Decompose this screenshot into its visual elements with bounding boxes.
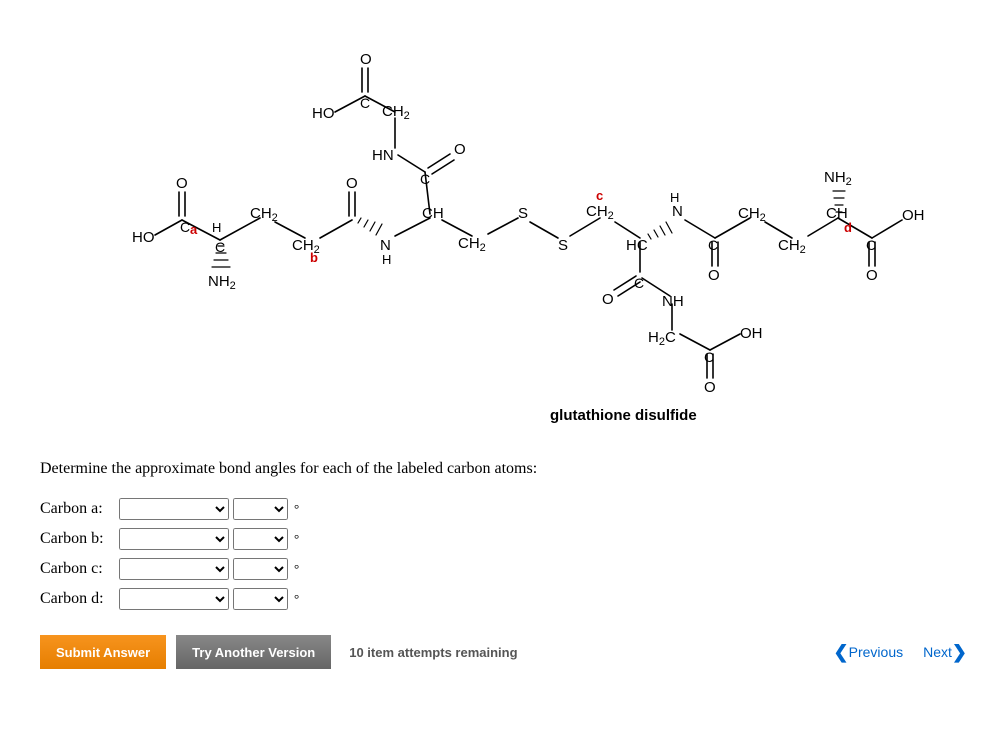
svg-text:CH: CH bbox=[422, 205, 444, 222]
carbon-c-select-1[interactable] bbox=[119, 558, 229, 580]
svg-text:HC: HC bbox=[626, 237, 648, 254]
svg-text:C: C bbox=[708, 237, 718, 253]
chevron-right-icon: ❯ bbox=[952, 642, 967, 663]
carbon-b-label: Carbon b: bbox=[40, 530, 115, 548]
next-link[interactable]: Next ❯ bbox=[923, 642, 967, 663]
previous-label: Previous bbox=[849, 644, 903, 660]
degree-symbol: ° bbox=[294, 561, 299, 576]
carbon-d-label: Carbon d: bbox=[40, 590, 115, 608]
svg-text:OH: OH bbox=[902, 207, 925, 224]
carbon-c-label: Carbon c: bbox=[40, 560, 115, 578]
svg-text:H: H bbox=[212, 220, 221, 235]
label-d: d bbox=[844, 220, 852, 235]
carbon-b-row: Carbon b: ° bbox=[40, 528, 967, 550]
svg-text:C: C bbox=[634, 275, 644, 291]
label-b: b bbox=[310, 250, 318, 265]
carbon-a-label: Carbon a: bbox=[40, 500, 115, 518]
svg-text:O: O bbox=[176, 175, 188, 192]
previous-link[interactable]: ❮ Previous bbox=[834, 642, 904, 663]
degree-symbol: ° bbox=[294, 501, 299, 516]
svg-text:C: C bbox=[180, 219, 190, 235]
svg-text:O: O bbox=[360, 51, 372, 68]
svg-text:OH: OH bbox=[740, 325, 763, 342]
svg-text:H: H bbox=[382, 252, 391, 267]
svg-text:O: O bbox=[346, 175, 358, 192]
svg-text:HO: HO bbox=[132, 229, 155, 246]
button-bar: Submit Answer Try Another Version 10 ite… bbox=[40, 635, 967, 669]
svg-text:N: N bbox=[672, 203, 683, 220]
carbon-c-select-2[interactable] bbox=[233, 558, 288, 580]
svg-text:C: C bbox=[420, 171, 430, 187]
svg-text:S: S bbox=[558, 237, 568, 254]
svg-text:C: C bbox=[704, 349, 714, 365]
attempts-remaining: 10 item attempts remaining bbox=[349, 645, 517, 660]
chevron-left-icon: ❮ bbox=[834, 642, 849, 663]
carbon-a-row: Carbon a: ° bbox=[40, 498, 967, 520]
carbon-b-select-1[interactable] bbox=[119, 528, 229, 550]
svg-text:C: C bbox=[866, 237, 876, 253]
carbon-c-row: Carbon c: ° bbox=[40, 558, 967, 580]
try-another-version-button[interactable]: Try Another Version bbox=[176, 635, 331, 669]
svg-text:HO: HO bbox=[312, 105, 335, 122]
molecule-diagram: HO O C H C NH2 CH2 CH2 O N H CH CH2 S S … bbox=[40, 20, 967, 440]
svg-text:C: C bbox=[360, 95, 370, 111]
answer-form: Carbon a: ° Carbon b: ° Carbon c: ° Carb… bbox=[40, 498, 967, 610]
label-a: a bbox=[190, 222, 198, 237]
carbon-d-select-1[interactable] bbox=[119, 588, 229, 610]
label-c: c bbox=[596, 188, 603, 203]
svg-text:HN: HN bbox=[372, 147, 394, 164]
carbon-a-select-1[interactable] bbox=[119, 498, 229, 520]
svg-text:O: O bbox=[866, 267, 878, 284]
svg-text:O: O bbox=[454, 141, 466, 158]
carbon-d-select-2[interactable] bbox=[233, 588, 288, 610]
degree-symbol: ° bbox=[294, 591, 299, 606]
question-prompt: Determine the approximate bond angles fo… bbox=[40, 460, 967, 478]
svg-text:O: O bbox=[708, 267, 720, 284]
svg-text:NH: NH bbox=[662, 293, 684, 310]
svg-text:S: S bbox=[518, 205, 528, 222]
carbon-d-row: Carbon d: ° bbox=[40, 588, 967, 610]
next-label: Next bbox=[923, 644, 952, 660]
degree-symbol: ° bbox=[294, 531, 299, 546]
submit-answer-button[interactable]: Submit Answer bbox=[40, 635, 166, 669]
svg-text:O: O bbox=[602, 291, 614, 308]
svg-text:C: C bbox=[215, 239, 225, 255]
carbon-a-select-2[interactable] bbox=[233, 498, 288, 520]
svg-text:O: O bbox=[704, 379, 716, 396]
carbon-b-select-2[interactable] bbox=[233, 528, 288, 550]
svg-text:H: H bbox=[670, 190, 679, 205]
molecule-caption: glutathione disulfide bbox=[550, 407, 697, 424]
